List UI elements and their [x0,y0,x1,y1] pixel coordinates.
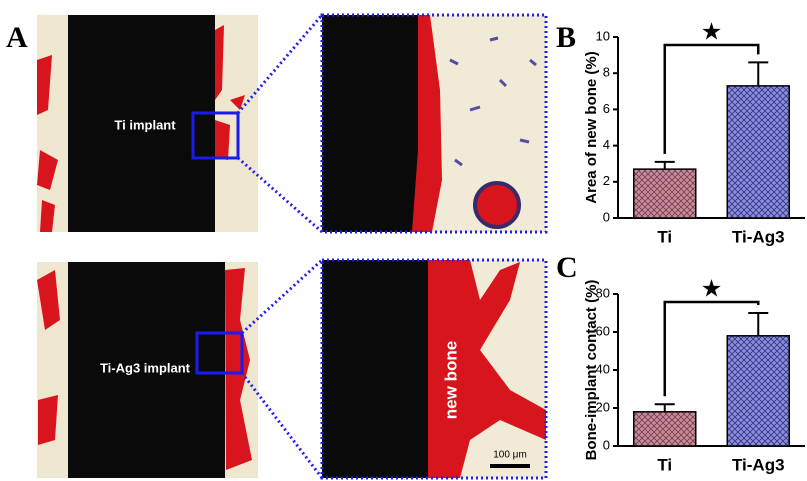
y-tick-label: 60 [596,323,610,338]
zoom-bottom [242,260,546,478]
y-tick-label: 10 [596,28,610,43]
x-tick-label: Ti [657,455,672,474]
y-tick-label: 4 [603,137,610,152]
significance-star: ★ [701,18,723,45]
bar [727,336,789,446]
y-tick-label: 80 [596,285,610,300]
image-label: Ti implant [114,117,176,132]
bar [727,86,789,218]
y-tick-label: 2 [603,173,610,188]
panel-label: A [6,21,28,54]
x-tick-label: Ti-Ag3 [732,455,785,474]
panel-label: C [556,251,578,284]
y-tick-label: 0 [603,209,610,224]
x-tick-label: Ti-Ag3 [732,227,785,246]
image-label: Ti-Ag3 implant [100,360,191,375]
scale-bar-label: 100 μm [493,450,527,461]
y-tick-label: 6 [603,101,610,116]
y-tick-label: 8 [603,65,610,80]
bar [634,169,696,218]
y-tick-label: 40 [596,361,610,376]
y-tick-label: 20 [596,399,610,414]
figure: A Ti implant Ti-Ag3 implant new bone 100… [0,0,807,481]
y-axis-label: Area of new bone (%) [583,51,600,204]
significance-star: ★ [701,275,723,302]
page: A Ti implant Ti-Ag3 implant new bone 100… [0,0,807,481]
zoom-top [238,15,546,232]
bar [634,412,696,446]
y-tick-label: 0 [603,437,610,452]
zoom-label: new bone [441,341,460,419]
x-tick-label: Ti [657,227,672,246]
panel-label: B [556,21,576,54]
